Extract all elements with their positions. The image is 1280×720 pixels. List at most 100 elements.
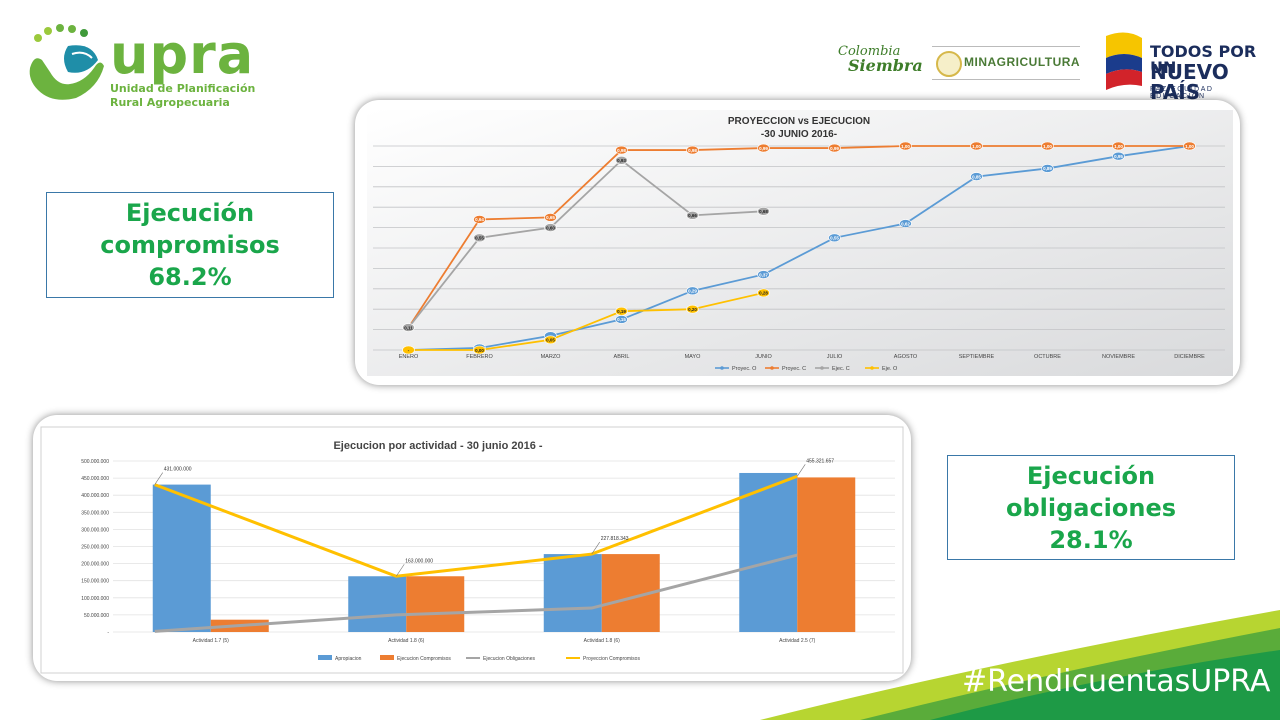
chart1-data-label: 0,28 [759, 291, 768, 296]
chart2-legend-label: Apropiacion [335, 656, 362, 662]
chart1-data-label: 1,00 [901, 144, 910, 149]
chart2-annotation-leader [154, 472, 163, 485]
chart2-legend-swatch [380, 655, 394, 660]
chart2-annotation-label: 455.321.657 [806, 458, 834, 464]
chart1-legend-marker [720, 366, 724, 370]
chart2-bar-compromisos [797, 477, 856, 632]
chart1-x-tick-label: FEBRERO [466, 354, 493, 360]
chart1-data-label: 1,00 [1185, 144, 1194, 149]
chart1-data-point [899, 219, 912, 228]
chart2-y-tick-label: 450.000.000 [81, 476, 109, 482]
chart2-x-tick-label: Actividad 2.5 (7) [779, 638, 815, 644]
kpi-compromisos: Ejecución compromisos 68.2% [46, 192, 334, 298]
chart1-data-point [544, 213, 557, 222]
chart1-data-point [473, 215, 486, 224]
chart1-data-label: 0,00 [475, 348, 484, 353]
chart1-data-label: 0,55 [475, 236, 484, 241]
chart1-data-point [402, 323, 415, 332]
chart1-data-label: 0,98 [688, 148, 697, 153]
chart1-x-tick-label: OCTUBRE [1034, 354, 1061, 360]
chart1-legend-marker [870, 366, 874, 370]
chart2-y-tick-label: 50.000.000 [84, 613, 109, 619]
chart2-annotation-leader [797, 464, 806, 477]
chart1-data-point [686, 145, 699, 155]
chart2-title: Ejecucion por actividad - 30 junio 2016 … [333, 440, 542, 452]
execution-by-activity-chart-frame: Ejecucion por actividad - 30 junio 2016 … [33, 415, 911, 681]
chart2-y-tick-label: 100.000.000 [81, 596, 109, 602]
chart2-legend-label: Proyeccion Compromisos [583, 656, 640, 662]
chart1-data-label: 0,64 [475, 217, 484, 222]
chart2-y-tick-label: 400.000.000 [81, 493, 109, 499]
chart1-data-point [473, 233, 486, 243]
chart1-data-point [970, 172, 983, 181]
chart1-data-point [402, 345, 415, 355]
kpi-obligaciones-line2: obligaciones [1005, 494, 1177, 522]
chart1-data-label: - [408, 348, 410, 353]
chart1-data-label: 0,20 [688, 307, 697, 312]
chart2-y-tick-label: 300.000.000 [81, 527, 109, 533]
chart1-series-line [408, 292, 764, 351]
chart2-x-tick-label: Actividad 1.8 (6) [584, 638, 620, 644]
chart1-data-point [544, 335, 557, 345]
chart1-series-line [407, 145, 1190, 329]
chart1-legend-marker [820, 366, 824, 370]
chart1-data-label: 0,05 [546, 338, 555, 343]
upra-wordmark: upra [110, 23, 255, 86]
minagricultura-text: MINAGRICULTURA [964, 55, 1081, 69]
todos-por-un-nuevo-pais-logo: TODOS POR UN NUEVO PAÍS PAZ EQUIDAD EDUC… [1102, 26, 1262, 102]
chart2-bar-apropiacion [152, 484, 211, 632]
chart2-annotation-label: 163.000.000 [405, 558, 433, 564]
chart2-legend-label: Ejecucion Compromisos [397, 656, 451, 662]
chart1-data-label: 0,85 [972, 174, 981, 179]
chart1-data-label: 0,66 [688, 213, 697, 218]
chart1-data-point [1041, 164, 1054, 173]
chart1-data-point [686, 211, 699, 220]
chart2-legend-label: Ejecucion Obligaciones [483, 656, 535, 662]
chart2-bar-compromisos [406, 576, 465, 632]
chart2-y-tick-label: 350.000.000 [81, 510, 109, 516]
chart1-data-point [828, 233, 841, 243]
colombia-siembra-logo: Colombia Siembra [836, 44, 926, 84]
chart1-data-point [1183, 141, 1196, 151]
todos-line2: NUEVO PAÍS [1150, 60, 1229, 104]
chart1-x-tick-label: MAYO [685, 354, 702, 360]
kpi-compromisos-value: 68.2% [148, 263, 232, 291]
chart1-data-label: 0,60 [546, 225, 555, 230]
chart2-annotation-leader [396, 564, 405, 577]
upra-subtitle-line2: Rural Agropecuaria [110, 96, 230, 109]
chart1-data-label: 0,19 [617, 309, 626, 314]
chart1-data-point [473, 345, 486, 355]
chart2-line-proyeccion [154, 474, 798, 578]
chart1-data-label: 1,00 [1114, 144, 1123, 149]
chart2-annotation-label: 431.000.000 [164, 467, 192, 473]
chart1-x-tick-label: NOVIEMBRE [1102, 354, 1135, 360]
kpi-compromisos-line1: Ejecución [125, 199, 255, 227]
chart2-y-tick-label: 200.000.000 [81, 562, 109, 568]
chart1-data-point [899, 141, 912, 151]
chart2-x-tick-label: Actividad 1.8 (6) [388, 638, 424, 644]
chart1-data-point [615, 306, 628, 316]
chart1-data-label: 1,00 [1043, 144, 1052, 149]
chart1-data-label: 0,95 [1114, 154, 1123, 159]
kpi-compromisos-line2: compromisos [100, 231, 280, 259]
chart1-data-label: 0,62 [901, 221, 910, 226]
chart1-data-point [615, 155, 628, 165]
chart1-x-tick-label: ENERO [399, 354, 419, 360]
kpi-obligaciones-value: 28.1% [1049, 526, 1133, 554]
chart2-y-tick-label: 250.000.000 [81, 545, 109, 551]
projection-vs-execution-chart-frame: PROYECCION vs EJECUCION -30 JUNIO 2016- EN… [355, 100, 1240, 385]
chart1-data-point [828, 143, 841, 153]
chart1-data-point [615, 145, 628, 155]
chart1-data-point [544, 223, 557, 232]
chart1-data-label: 0,98 [617, 148, 626, 153]
chart1-plot-background [367, 110, 1233, 376]
chart1-legend-label: Proyec. C [782, 366, 806, 372]
chart1-data-label: 0,99 [759, 146, 768, 151]
chart1-data-label: 1,00 [972, 144, 981, 149]
chart1-legend-marker [770, 366, 774, 370]
chart1-x-tick-label: AGOSTO [894, 354, 918, 360]
chart1-data-point [1112, 151, 1125, 161]
chart2-line-obligaciones [154, 553, 798, 633]
chart1-x-tick-label: JULIO [827, 354, 843, 360]
chart1-data-label: 0,15 [617, 317, 626, 322]
